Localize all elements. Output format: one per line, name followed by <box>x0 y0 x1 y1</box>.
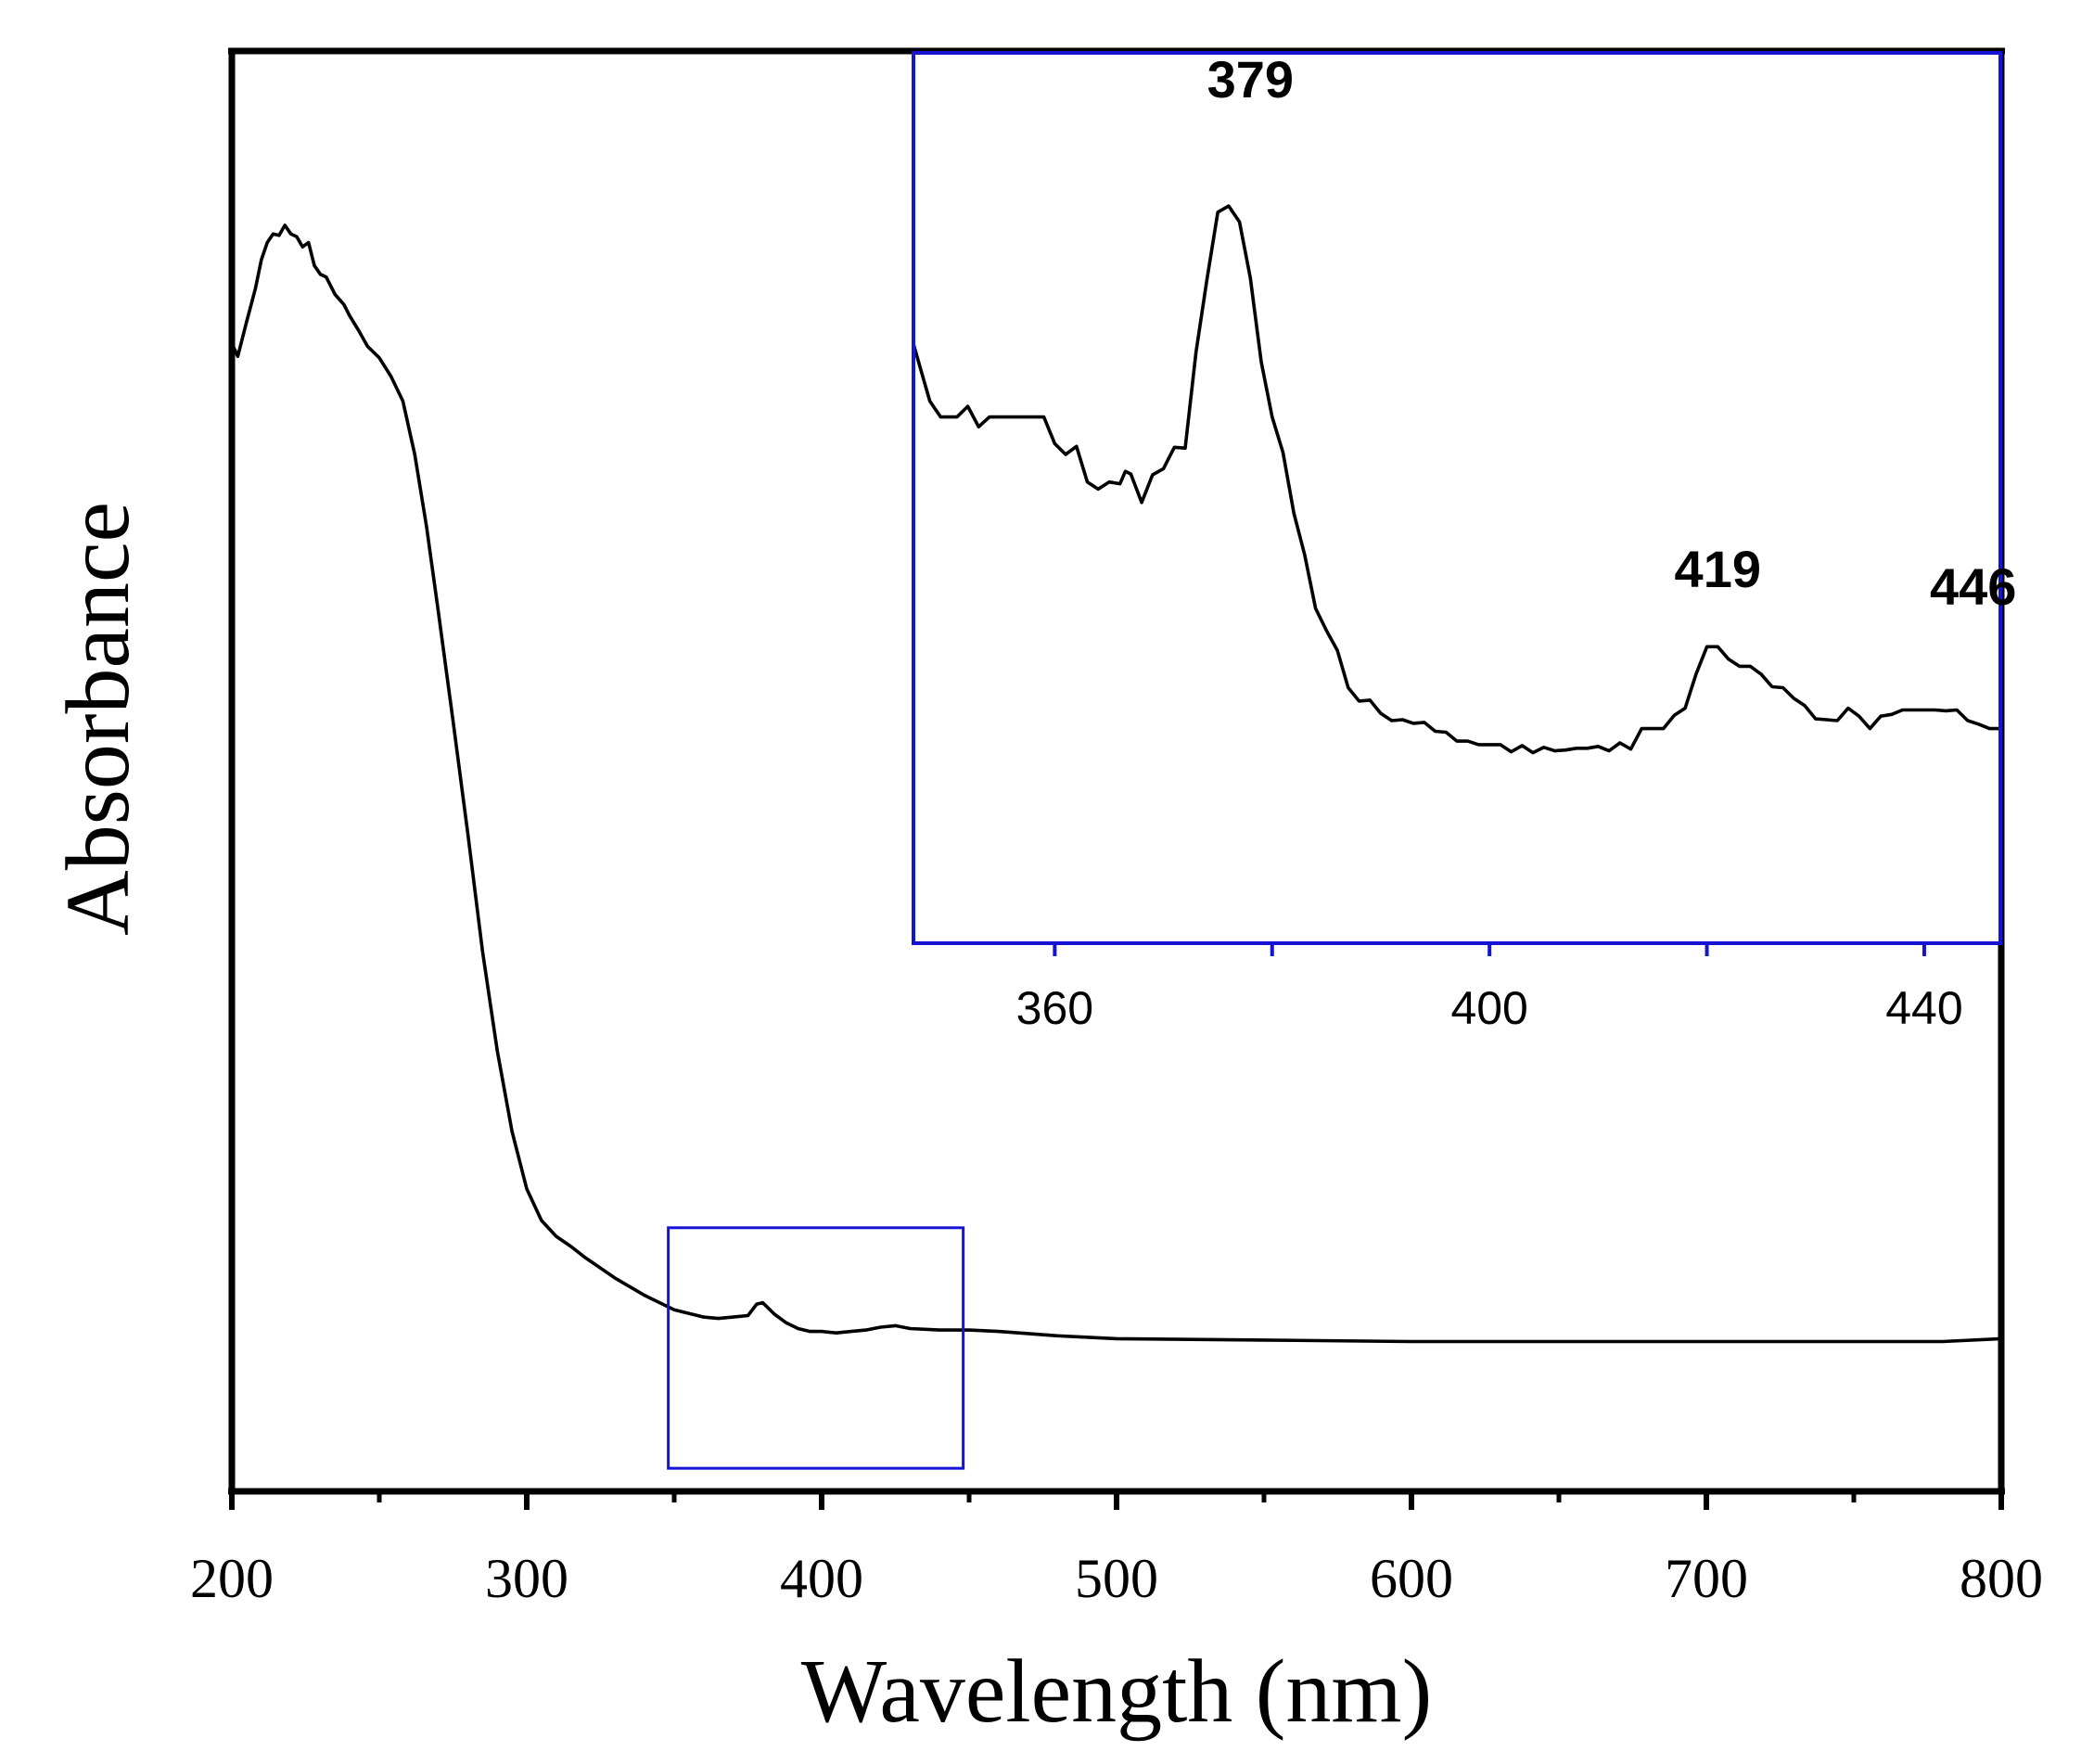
peak-label: 419 <box>1675 540 1761 598</box>
zoom-region-box <box>667 1226 965 1470</box>
inset-x-tick-label: 400 <box>1450 982 1527 1034</box>
x-tick-label: 600 <box>1370 1548 1453 1609</box>
inset-panel: 360 400 440 379 419 446 <box>912 50 2017 1034</box>
inset-background <box>913 53 2000 943</box>
x-tick-label: 300 <box>485 1548 568 1609</box>
peak-label: 446 <box>1930 557 2016 616</box>
x-tick-label: 200 <box>190 1548 274 1609</box>
x-axis-label: Wavelength (nm) <box>801 1642 1433 1742</box>
main-series-line <box>230 224 2002 1344</box>
x-tick-label: 400 <box>780 1548 863 1609</box>
y-axis-label: Absorbance <box>48 502 148 936</box>
x-tick-label: 700 <box>1665 1548 1748 1609</box>
inset-x-tick-label: 360 <box>1016 982 1093 1034</box>
inset-x-tick-labels: 360 400 440 <box>1016 982 1963 1034</box>
x-tick-label: 500 <box>1075 1548 1158 1609</box>
inset-x-ticks <box>1053 943 1926 956</box>
inset-series-line <box>912 204 2000 755</box>
inset-x-tick-label: 440 <box>1885 982 1962 1034</box>
peak-label: 379 <box>1207 50 1294 109</box>
inset-peak-labels: 379 419 446 <box>1207 50 2017 616</box>
x-tick-label: 800 <box>1960 1548 2043 1609</box>
main-x-tick-labels: 200 300 400 500 600 700 800 <box>190 1548 2043 1609</box>
main-x-ticks <box>229 1491 2004 1510</box>
inset-frame <box>912 51 2002 945</box>
